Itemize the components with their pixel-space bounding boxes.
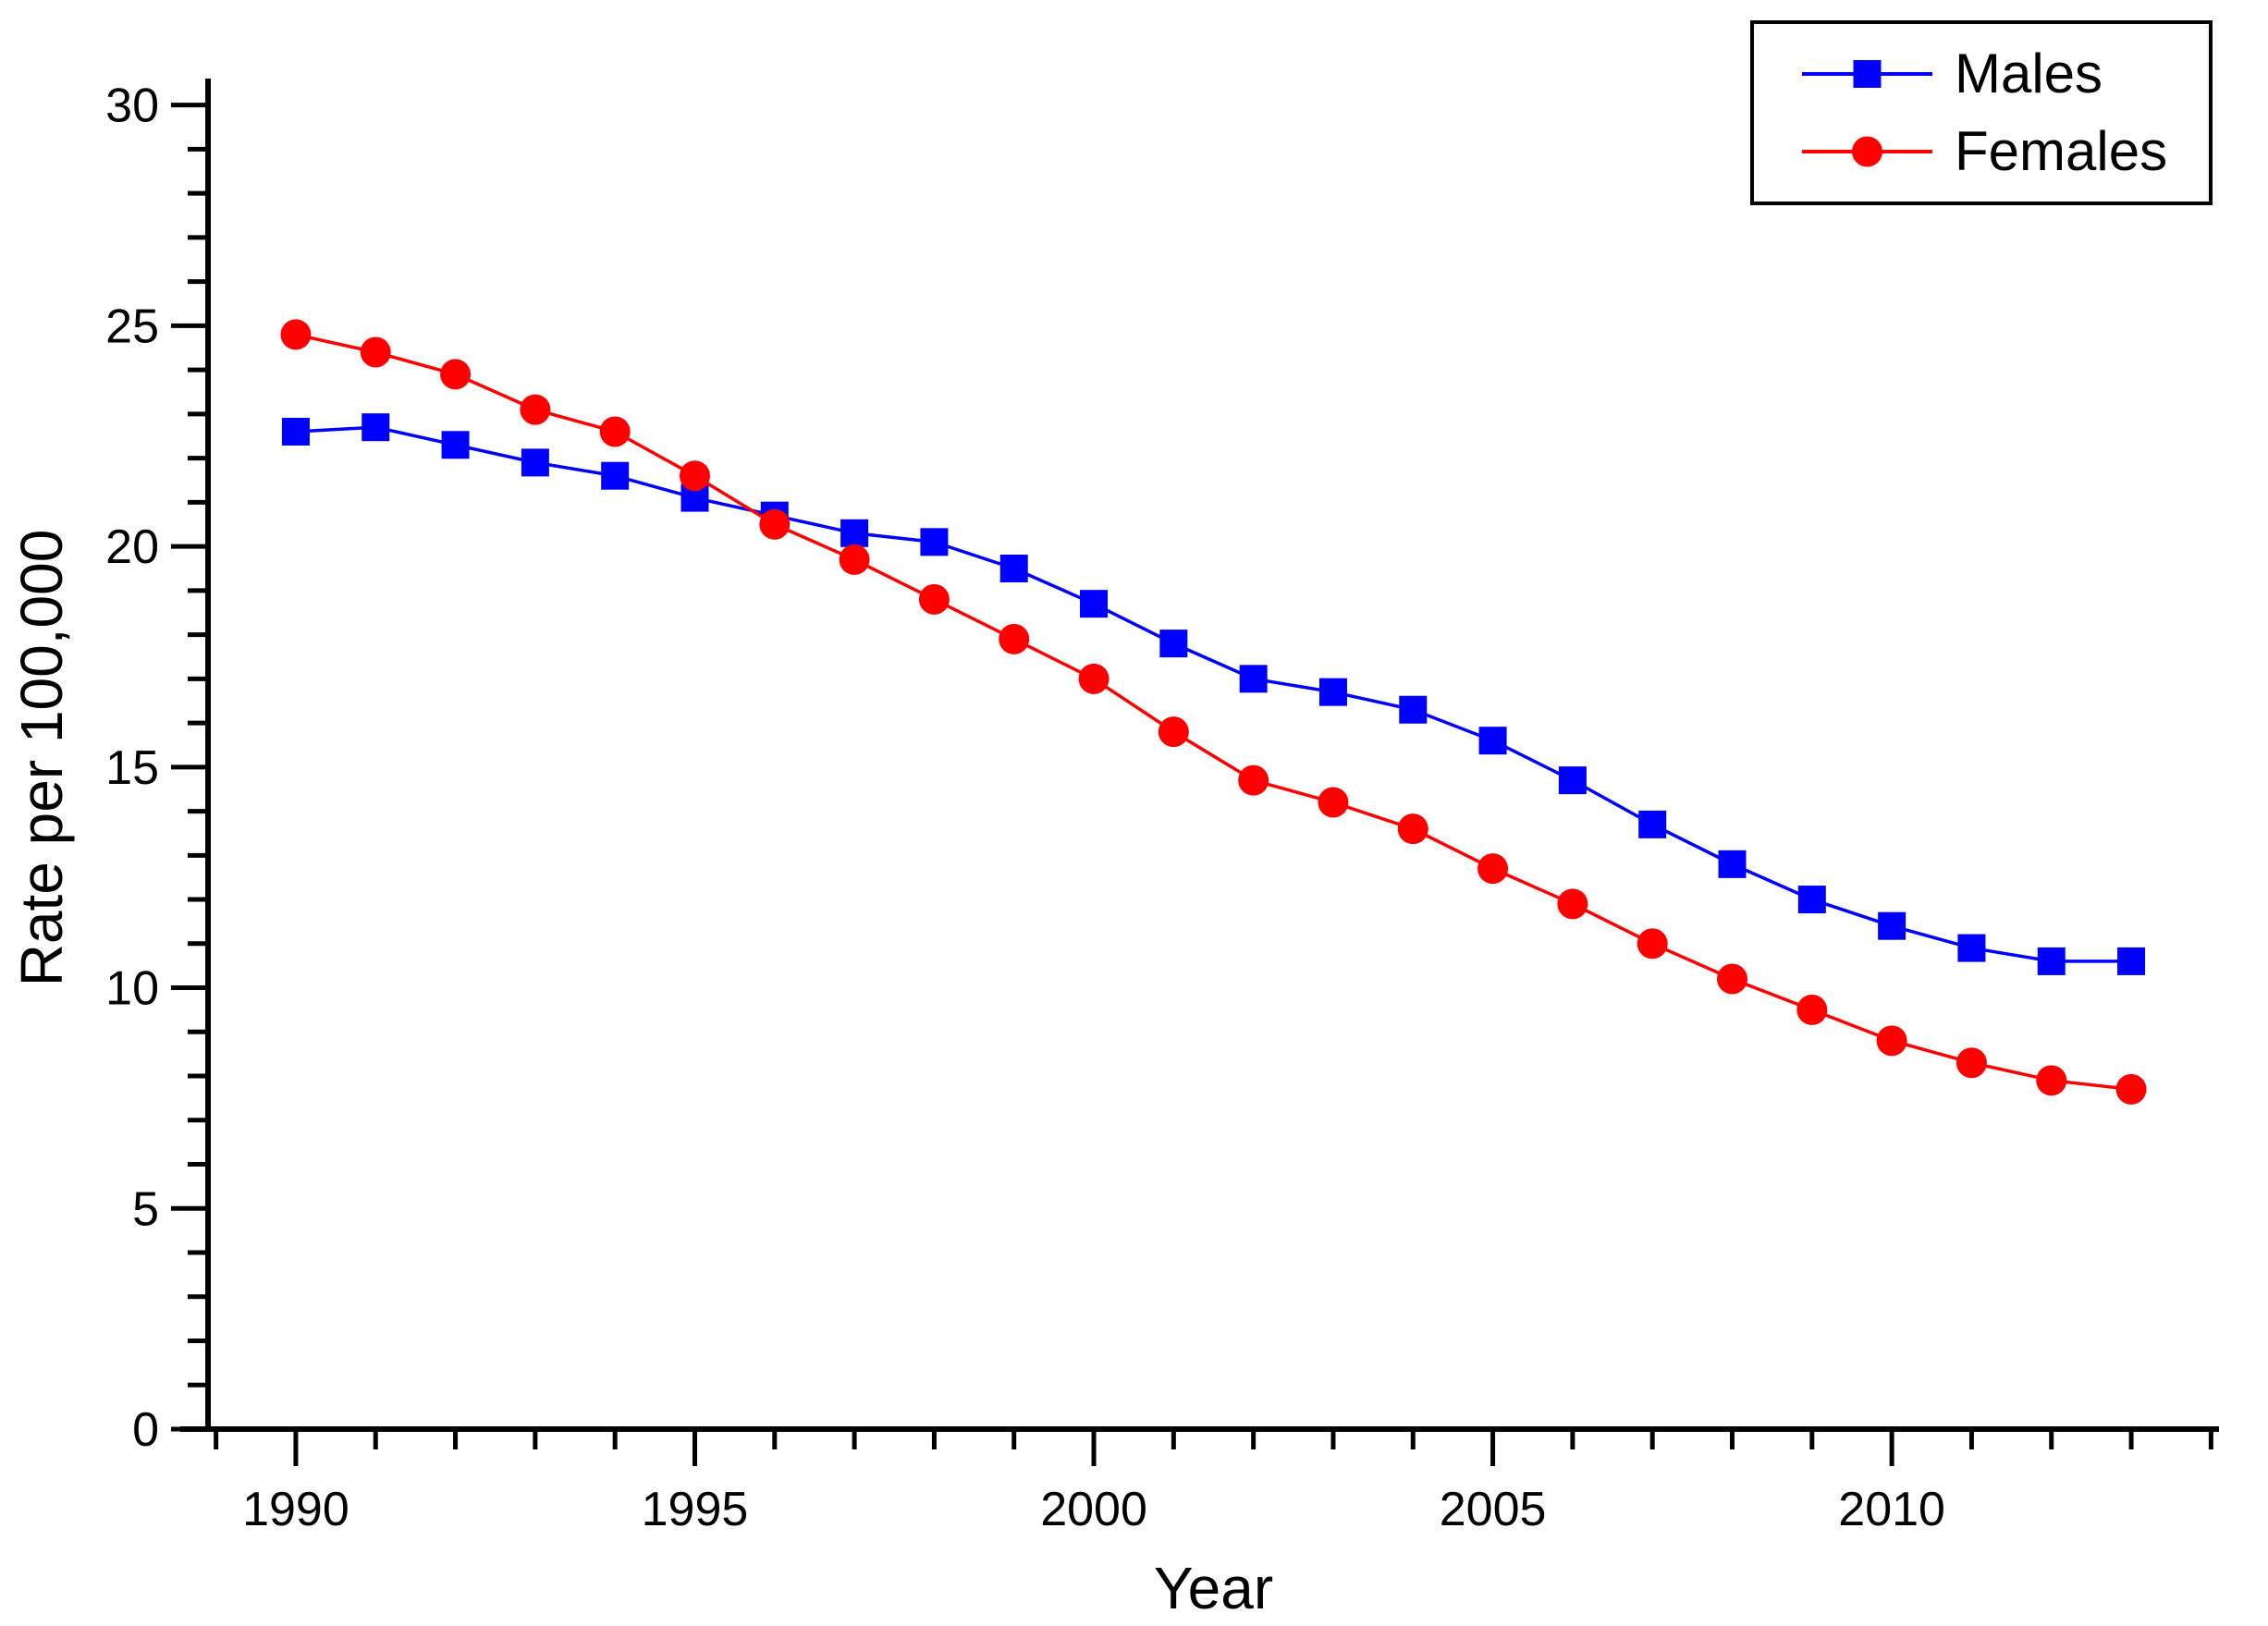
males-marker-2002 <box>1239 665 1268 693</box>
x-tick-label-2005: 2005 <box>1440 1483 1547 1536</box>
females-marker-2009 <box>1796 994 1828 1025</box>
males-marker-2013 <box>2117 947 2146 975</box>
males-marker-2000 <box>1080 590 1109 618</box>
males-marker-2008 <box>1718 850 1747 878</box>
females-marker-2003 <box>1318 787 1349 818</box>
males-legend-marker-icon <box>1802 60 1932 88</box>
females-marker-2013 <box>2115 1073 2147 1105</box>
males-marker-2001 <box>1159 630 1188 658</box>
females-marker-1992 <box>440 359 472 390</box>
y-tick-label-25: 25 <box>105 300 159 353</box>
females-marker-2002 <box>1238 764 1269 796</box>
males-marker-2005 <box>1478 727 1507 755</box>
males-marker-2006 <box>1558 766 1587 795</box>
females-marker-1990 <box>280 319 312 350</box>
females-marker-2000 <box>1078 663 1109 694</box>
y-axis-title: Rate per 100,000 <box>8 529 75 987</box>
males-line <box>295 425 2132 963</box>
males-marker-1994 <box>601 461 630 490</box>
females-marker-2006 <box>1557 888 1588 920</box>
y-tick-label-5: 5 <box>132 1182 159 1236</box>
x-tick-label-1995: 1995 <box>642 1483 749 1536</box>
legend-item-males: Males <box>1800 46 2209 102</box>
males-marker-2007 <box>1638 810 1667 838</box>
females-marker-2004 <box>1397 813 1428 845</box>
females-marker-1998 <box>918 583 950 615</box>
males-marker-1991 <box>362 413 390 442</box>
females-marker-2012 <box>2036 1065 2067 1096</box>
females-marker-2008 <box>1717 963 1748 995</box>
males-marker-2012 <box>2037 947 2066 975</box>
females-marker-2001 <box>1158 716 1189 748</box>
legend: Males Females <box>1750 20 2213 205</box>
x-axis-title: Year <box>1153 1555 1274 1621</box>
females-marker-2007 <box>1637 928 1668 960</box>
y-tick-label-10: 10 <box>105 962 159 1016</box>
legend-item-females: Females <box>1800 124 2209 179</box>
females-legend-marker-icon <box>1802 136 1932 167</box>
males-marker-1990 <box>281 417 310 446</box>
females-marker-2005 <box>1477 853 1509 885</box>
legend-label-males: Males <box>1955 43 2103 104</box>
females-marker-2011 <box>1955 1047 1987 1079</box>
males-marker-2003 <box>1318 678 1347 706</box>
males-marker-1997 <box>840 519 869 547</box>
males-marker-1998 <box>920 528 949 556</box>
females-marker-2010 <box>1876 1025 1907 1057</box>
females-marker-1995 <box>679 460 710 492</box>
males-marker-2010 <box>1878 911 1906 940</box>
males-marker-2009 <box>1797 886 1826 914</box>
females-marker-1994 <box>599 416 631 447</box>
females-marker-1997 <box>839 544 870 575</box>
y-tick-label-15: 15 <box>105 741 159 795</box>
x-tick-label-1990: 1990 <box>242 1483 349 1536</box>
y-tick-label-30: 30 <box>105 79 159 133</box>
males-marker-1999 <box>999 554 1028 582</box>
males-marker-1992 <box>441 431 470 459</box>
females-marker-1996 <box>759 508 791 540</box>
females-marker-1999 <box>999 623 1030 654</box>
x-tick-label-2000: 2000 <box>1040 1483 1147 1536</box>
y-tick-label-0: 0 <box>132 1403 159 1457</box>
females-line <box>295 333 2132 1092</box>
x-tick-label-2010: 2010 <box>1838 1483 1945 1536</box>
females-marker-1993 <box>520 394 551 425</box>
males-marker-1993 <box>521 448 549 477</box>
legend-label-females: Females <box>1955 120 2168 182</box>
males-marker-2011 <box>1957 934 1986 962</box>
females-marker-1991 <box>360 336 391 368</box>
males-marker-2004 <box>1399 695 1428 724</box>
y-tick-label-20: 20 <box>105 520 159 574</box>
